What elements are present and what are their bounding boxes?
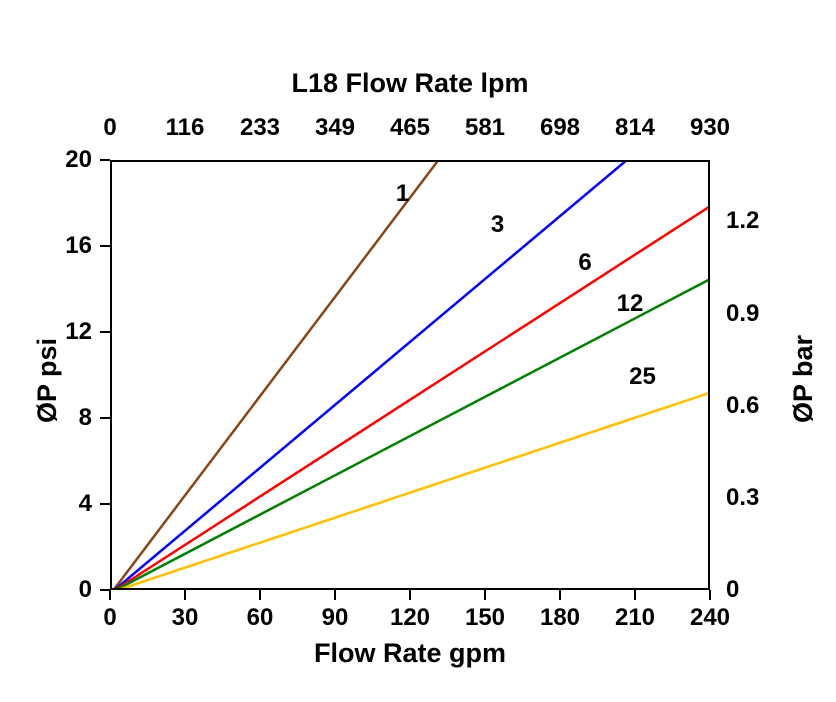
series-line-1 [112, 162, 710, 590]
y-left-tick-label: 4 [79, 490, 92, 518]
x-top-tick-label: 0 [103, 114, 116, 142]
x-bottom-tick-label: 0 [103, 604, 116, 632]
y-right-title: ØP bar [788, 335, 819, 423]
y-left-title: ØP psi [32, 338, 63, 423]
series-line-3 [112, 162, 710, 590]
series-label-25: 25 [629, 363, 656, 391]
y-right-tick-label: 0.3 [726, 484, 759, 512]
y-right-tick-label: 0 [726, 576, 739, 604]
x-top-tick-label: 233 [240, 114, 280, 142]
x-top-tick-label: 698 [540, 114, 580, 142]
y-left-tick-label: 8 [79, 404, 92, 432]
x-top-tick-label: 116 [166, 114, 205, 142]
series-canvas [112, 162, 710, 590]
series-label-3: 3 [491, 211, 504, 239]
x-bottom-tick-label: 180 [540, 604, 580, 632]
series-line-6 [112, 162, 710, 590]
x-bottom-title: Flow Rate gpm [314, 638, 506, 669]
x-bottom-tick-label: 90 [322, 604, 349, 632]
x-top-tick-label: 349 [315, 114, 355, 142]
series-line-25 [112, 192, 710, 590]
y-left-tick-label: 20 [65, 146, 92, 174]
x-bottom-tick-label: 30 [172, 604, 199, 632]
y-left-tick-label: 12 [65, 318, 92, 346]
series-label-12: 12 [617, 290, 644, 318]
series-label-1: 1 [396, 180, 409, 208]
y-left-tick-label: 0 [79, 576, 92, 604]
x-bottom-tick-label: 120 [390, 604, 430, 632]
y-right-tick-label: 0.6 [726, 392, 759, 420]
series-label-6: 6 [578, 249, 591, 277]
plot-area [110, 160, 710, 590]
x-bottom-tick-label: 240 [690, 604, 730, 632]
x-top-tick-label: 814 [615, 114, 655, 142]
y-right-tick-label: 1.2 [726, 207, 759, 235]
x-bottom-tick-label: 150 [465, 604, 505, 632]
x-bottom-tick-label: 210 [615, 604, 655, 632]
x-top-tick-label: 465 [390, 114, 430, 142]
series-line-12 [112, 162, 710, 590]
y-right-tick-label: 0.9 [726, 300, 759, 328]
y-left-tick-label: 16 [65, 232, 92, 260]
x-top-tick-label: 581 [465, 114, 505, 142]
x-bottom-tick-label: 60 [247, 604, 274, 632]
x-top-title: L18 Flow Rate lpm [291, 68, 528, 99]
chart-stage: 0306090120150180210240011623334946558169… [0, 0, 836, 702]
x-top-tick-label: 930 [690, 114, 730, 142]
